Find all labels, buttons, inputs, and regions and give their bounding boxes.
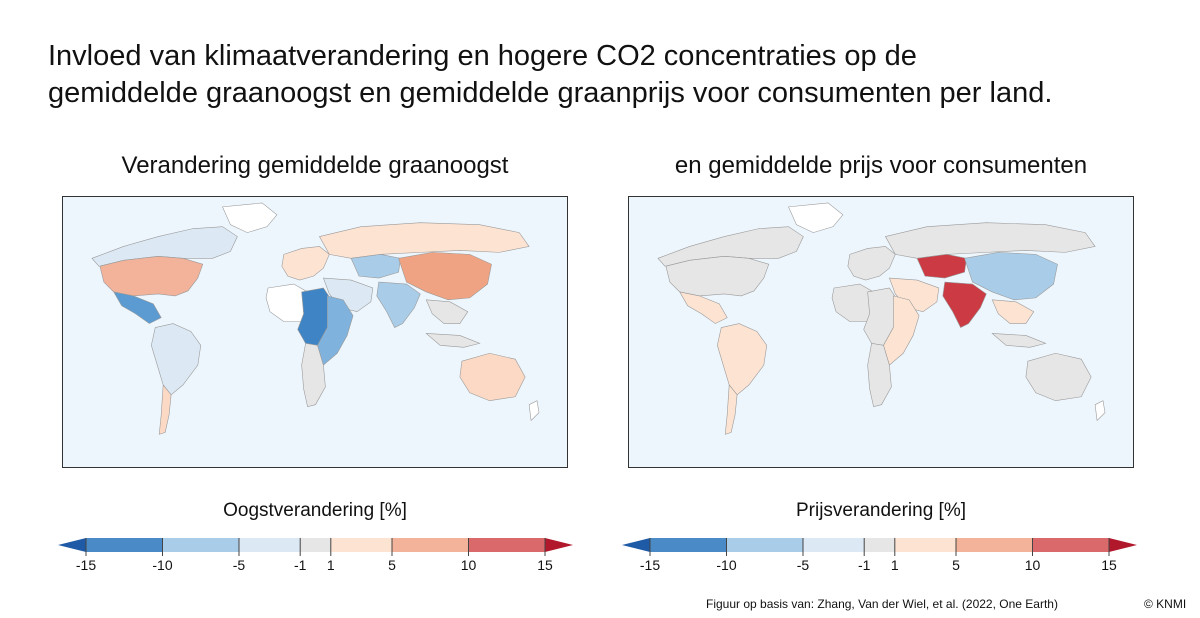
region-russia xyxy=(318,222,530,259)
region-russia xyxy=(884,222,1096,259)
colorbar-bin xyxy=(956,538,1033,552)
region-nz xyxy=(1094,400,1106,422)
colorbar-bin xyxy=(468,538,545,552)
region-indonesia xyxy=(991,333,1047,348)
region-nz xyxy=(528,400,540,422)
colorbar-tick-label: 15 xyxy=(537,557,553,573)
price-colorbar: -15 -10 -5 -1 1 5 10 15 xyxy=(622,534,1137,574)
region-argentina xyxy=(724,384,738,435)
colorbar-tick-label: -1 xyxy=(858,557,871,573)
colorbar-bin xyxy=(726,538,803,552)
region-south-america xyxy=(151,323,202,396)
colorbar-tick-label: 10 xyxy=(1025,557,1041,573)
region-central-asia xyxy=(350,254,401,279)
colorbar-tick-label: 15 xyxy=(1101,557,1117,573)
left-panel-title: Verandering gemiddelde graanoogst xyxy=(121,152,509,179)
region-southern-africa xyxy=(867,343,892,408)
region-north-america-usa xyxy=(665,256,770,297)
region-europe xyxy=(847,246,896,281)
region-middle-east xyxy=(888,277,940,313)
copyright-label: © KNMI xyxy=(1144,597,1187,611)
region-south-america xyxy=(717,323,768,396)
price-legend-title: Prijsverandering [%] xyxy=(795,500,967,521)
region-middle-east xyxy=(322,277,374,313)
yield-change-map-svg xyxy=(91,202,540,435)
colorbar-tick-label: -5 xyxy=(797,557,810,573)
colorbar-bin xyxy=(162,538,239,552)
colorbar-tick-label: -1 xyxy=(294,557,307,573)
colorbar-bin xyxy=(650,538,727,552)
colorbar-bin xyxy=(803,538,865,552)
yield-change-map xyxy=(62,196,568,468)
colorbar-tick-label: 5 xyxy=(388,557,396,573)
colorbar-bin xyxy=(300,538,331,552)
colorbar-tick-label: 10 xyxy=(461,557,477,573)
colorbar-under-arrow xyxy=(58,538,86,552)
region-southern-africa xyxy=(301,343,326,408)
colorbar-tick-label: -10 xyxy=(152,557,172,573)
region-mexico xyxy=(679,291,728,324)
price-change-map-svg xyxy=(657,202,1106,435)
colorbar-bin xyxy=(239,538,301,552)
colorbar-over-arrow xyxy=(545,538,573,552)
yield-legend-title: Oogstverandering [%] xyxy=(223,500,407,521)
region-central-asia xyxy=(916,254,967,279)
colorbar-tick-label: -10 xyxy=(716,557,736,573)
region-argentina xyxy=(158,384,172,435)
right-panel-title: en gemiddelde prijs voor consumenten xyxy=(674,152,1088,179)
colorbar-bin xyxy=(86,538,163,552)
figure-title-line-2: gemiddelde graanoogst en gemiddelde graa… xyxy=(48,77,1053,109)
price-colorbar-svg: -15 -10 -5 -1 1 5 10 15 xyxy=(622,538,1137,573)
colorbar-tick-label: 1 xyxy=(891,557,899,573)
region-europe xyxy=(281,246,330,281)
region-china xyxy=(964,252,1058,301)
figure-title-line-1: Invloed van klimaatverandering en hogere… xyxy=(48,40,917,72)
colorbar-tick-label: -15 xyxy=(76,557,96,573)
colorbar-bin xyxy=(894,538,956,552)
region-china xyxy=(398,252,492,301)
price-change-map xyxy=(628,196,1134,468)
colorbar-tick-label: -5 xyxy=(233,557,246,573)
region-southeast-asia xyxy=(425,299,469,324)
colorbar-bin xyxy=(330,538,392,552)
region-greenland xyxy=(788,202,844,233)
region-india xyxy=(942,281,987,328)
figure-title: Invloed van klimaatverandering en hogere… xyxy=(48,38,1178,112)
region-australia xyxy=(459,352,526,402)
colorbar-bin xyxy=(392,538,469,552)
colorbar-under-arrow xyxy=(622,538,650,552)
region-east-africa xyxy=(883,295,920,366)
colorbar-bin xyxy=(1032,538,1109,552)
yield-colorbar-svg: -15 -10 -5 -1 1 5 10 15 xyxy=(58,538,573,573)
region-southeast-asia xyxy=(991,299,1035,324)
colorbar-tick-label: -15 xyxy=(640,557,660,573)
colorbar-tick-label: 5 xyxy=(952,557,960,573)
region-greenland xyxy=(222,202,278,233)
colorbar-tick-label: 1 xyxy=(327,557,335,573)
region-mexico xyxy=(113,291,162,324)
region-east-africa xyxy=(317,295,354,366)
colorbar-over-arrow xyxy=(1109,538,1137,552)
region-indonesia xyxy=(425,333,481,348)
colorbar-bin xyxy=(864,538,895,552)
region-north-america-usa xyxy=(99,256,204,297)
source-caption: Figuur op basis van: Zhang, Van der Wiel… xyxy=(706,597,1058,611)
region-india xyxy=(376,281,421,328)
yield-colorbar: -15 -10 -5 -1 1 5 10 15 xyxy=(58,534,573,574)
region-australia xyxy=(1025,352,1092,402)
